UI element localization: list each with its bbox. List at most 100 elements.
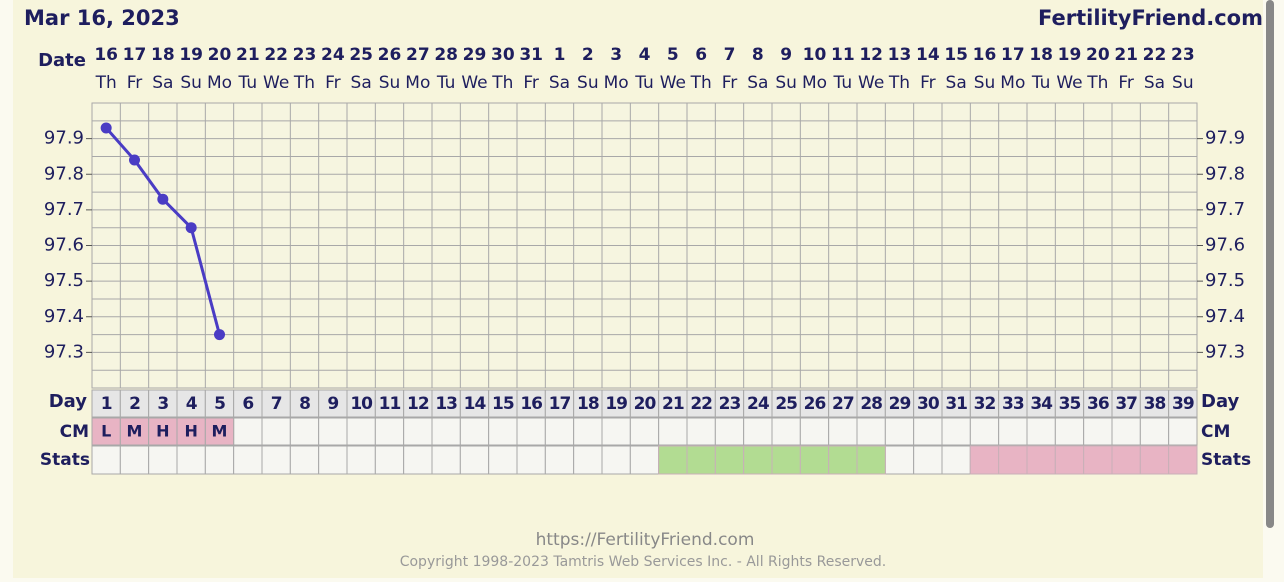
date-label: 29 <box>463 45 487 65</box>
weekday-label: Sa <box>946 73 967 93</box>
date-label: 19 <box>179 45 203 65</box>
weekday-label: Th <box>293 73 315 93</box>
site-name: FertilityFriend.com <box>1038 6 1263 30</box>
date-label: 17 <box>123 45 147 65</box>
stats-cell <box>998 445 1028 475</box>
y2-tick-label: 97.3 <box>1205 341 1245 362</box>
y-tick-label: 97.4 <box>44 306 84 327</box>
cell <box>431 445 461 475</box>
weekday-label: Su <box>974 73 996 93</box>
row-label: CM <box>1201 422 1230 442</box>
cell <box>318 417 348 446</box>
date-label: 18 <box>1029 45 1053 65</box>
stats-cell <box>1168 445 1198 475</box>
date-label: 25 <box>349 45 373 65</box>
cell <box>941 417 971 446</box>
weekday-label: Su <box>577 73 599 93</box>
day-label: 1 <box>101 394 112 414</box>
weekday-label: Fr <box>1118 73 1134 93</box>
weekday-label: Th <box>690 73 712 93</box>
cell <box>573 417 603 446</box>
date-label: 21 <box>1114 45 1138 65</box>
stats-cell <box>1083 445 1113 475</box>
weekday-label: Su <box>180 73 202 93</box>
date-label: 21 <box>236 45 260 65</box>
day-label: 13 <box>435 394 457 414</box>
stats-cell <box>1054 445 1085 475</box>
temperature-point <box>214 329 225 341</box>
date-label: 3 <box>610 45 622 65</box>
weekday-label: Su <box>775 73 797 93</box>
day-label: 29 <box>889 394 911 414</box>
weekday-label: Mo <box>405 73 430 93</box>
day-label: 20 <box>634 394 657 414</box>
cell <box>856 389 886 418</box>
day-label: 33 <box>1002 394 1024 414</box>
day-label: 17 <box>549 394 571 414</box>
cell <box>488 389 518 418</box>
stats-cell <box>969 445 1000 475</box>
day-label: 23 <box>719 394 741 414</box>
date-label: 12 <box>859 45 883 65</box>
date-label: 23 <box>1171 45 1195 65</box>
weekday-label: We <box>461 73 487 93</box>
day-label: 9 <box>327 394 338 414</box>
date-label: 6 <box>695 45 707 65</box>
stats-cell <box>743 445 773 475</box>
cell <box>148 445 178 475</box>
cell <box>516 417 546 446</box>
y2-tick-label: 97.7 <box>1205 199 1245 220</box>
day-label: 15 <box>492 394 514 414</box>
cell <box>488 445 518 475</box>
cell <box>431 389 461 418</box>
date-label: 22 <box>264 45 288 65</box>
weekday-label: Tu <box>1031 73 1051 93</box>
cell <box>233 417 263 446</box>
cell <box>629 445 660 475</box>
day-label: 31 <box>945 394 967 414</box>
cell <box>969 389 1000 418</box>
date-label: 28 <box>434 45 458 65</box>
weekday-label: Th <box>95 73 117 93</box>
weekday-label: We <box>1056 73 1082 93</box>
cell <box>459 417 490 446</box>
cell <box>1139 417 1170 446</box>
day-label: 3 <box>157 394 168 414</box>
chart-title: Mar 16, 2023 <box>24 6 180 30</box>
cm-label: H <box>184 422 197 441</box>
day-label: 39 <box>1172 394 1194 414</box>
cell <box>431 417 461 446</box>
cell <box>1168 389 1198 418</box>
day-label: 37 <box>1115 394 1137 414</box>
date-label: 11 <box>831 45 855 65</box>
day-label: 16 <box>520 394 542 414</box>
day-label: 8 <box>299 394 310 414</box>
cm-cell <box>119 417 150 446</box>
day-label: 35 <box>1059 394 1081 414</box>
cell <box>771 417 801 446</box>
scrollbar[interactable] <box>1266 0 1274 528</box>
date-label: 8 <box>752 45 764 65</box>
cell <box>629 389 660 418</box>
date-label: 22 <box>1143 45 1167 65</box>
cell <box>686 389 716 418</box>
y2-tick-label: 97.5 <box>1205 270 1245 291</box>
cm-label: H <box>156 422 169 441</box>
day-label: 24 <box>747 394 770 414</box>
cell <box>1054 417 1085 446</box>
cell <box>573 389 603 418</box>
day-label: 6 <box>242 394 253 414</box>
cell <box>346 445 376 475</box>
cell <box>91 389 121 418</box>
cell <box>459 389 490 418</box>
temperature-point <box>157 193 169 205</box>
weekday-label: Mo <box>1000 73 1025 93</box>
cell <box>176 445 206 475</box>
cell <box>913 389 943 418</box>
weekday-label: We <box>660 73 686 93</box>
cell <box>488 417 518 446</box>
date-label: 17 <box>1001 45 1025 65</box>
day-label: 25 <box>775 394 797 414</box>
cell <box>743 389 773 418</box>
